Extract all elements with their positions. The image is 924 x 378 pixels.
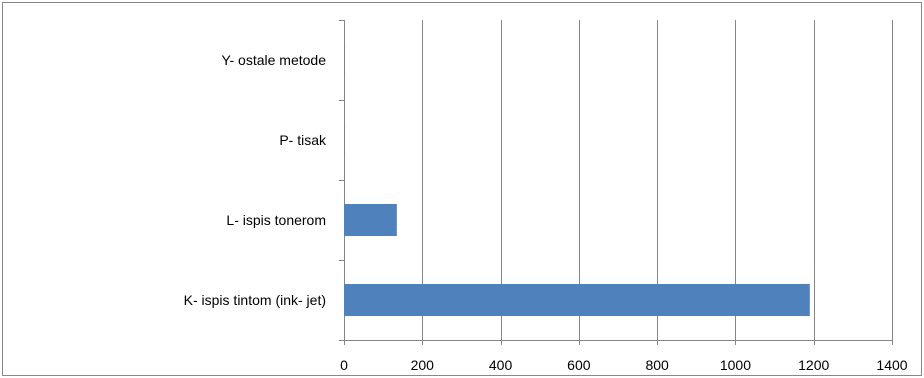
x-tick-label: 1200 — [798, 357, 829, 373]
x-tick-label: 600 — [567, 357, 591, 373]
category-label: Y- ostale metode — [221, 52, 326, 68]
x-tick-label: 1000 — [720, 357, 751, 373]
bars — [344, 44, 810, 316]
category-label: L- ispis tonerom — [226, 212, 326, 228]
x-tick-label: 200 — [411, 357, 435, 373]
bar-2 — [344, 204, 397, 236]
category-labels: K- ispis tintom (ink- jet) L- ispis toner… — [184, 52, 327, 308]
x-tick-label: 0 — [340, 357, 348, 373]
category-label: K- ispis tintom (ink- jet) — [184, 292, 326, 308]
x-tick-labels: 0 200 400 600 800 1000 1200 1400 — [340, 357, 908, 373]
x-tick-label: 400 — [489, 357, 513, 373]
x-tick-label: 800 — [645, 357, 669, 373]
category-label: P- tisak — [279, 132, 327, 148]
bar-1 — [344, 284, 810, 316]
x-tick-label: 1400 — [876, 357, 907, 373]
